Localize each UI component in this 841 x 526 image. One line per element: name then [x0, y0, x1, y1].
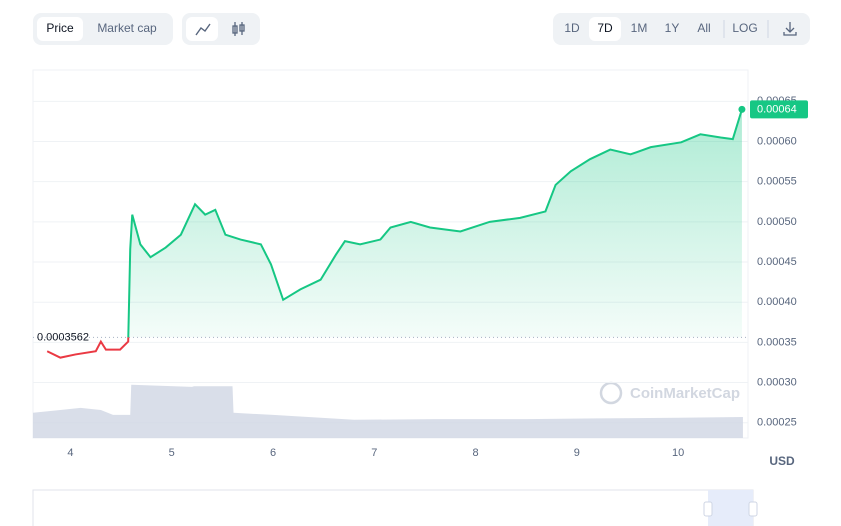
y-tick-label: 0.00040 [757, 296, 797, 308]
mode-toggle: Price Market cap [33, 13, 173, 45]
y-tick-label: 0.00030 [757, 376, 797, 388]
download-icon[interactable] [783, 22, 797, 36]
range-button[interactable]: All [697, 21, 710, 35]
range-button[interactable]: 1M [631, 21, 648, 35]
selected-button[interactable] [589, 17, 621, 41]
currency-label: USD [769, 454, 795, 468]
line-icon [195, 23, 211, 36]
range-button[interactable]: 1D [564, 21, 580, 35]
current-price-badge [750, 100, 808, 119]
x-tick-label: 7 [371, 447, 377, 459]
log-button[interactable]: LOG [732, 21, 757, 35]
range-button[interactable]: 1Y [665, 21, 680, 35]
navigator[interactable] [32, 489, 758, 526]
candle-icon[interactable] [232, 22, 245, 36]
x-tick-label: 9 [574, 447, 580, 459]
price-area [128, 109, 742, 338]
reference-label: 0.0003562 [37, 331, 89, 343]
range-button[interactable]: 7D [597, 21, 613, 35]
price-button[interactable]: Price [46, 21, 74, 35]
volume-area [33, 384, 743, 438]
y-tick-label: 0.00035 [757, 336, 797, 348]
watermark: CoinMarketCap [599, 381, 740, 405]
price-line-above [127, 109, 743, 338]
y-tick-label: 0.00045 [757, 256, 797, 268]
y-tick-label: 0.00050 [757, 216, 797, 228]
svg-text:CoinMarketCap: CoinMarketCap [630, 385, 740, 402]
x-tick-label: 10 [672, 447, 684, 459]
selected-button[interactable] [37, 17, 83, 41]
last-point [738, 105, 746, 113]
y-tick-label: 0.00060 [757, 135, 797, 147]
y-tick-label: 0.00055 [757, 176, 797, 188]
x-tick-label: 4 [67, 447, 73, 459]
x-tick-label: 8 [473, 447, 479, 459]
chart-style-toggle [182, 13, 260, 45]
range-toggle: LOG [553, 13, 810, 45]
x-tick-label: 5 [169, 447, 175, 459]
x-tick-label: 6 [270, 447, 276, 459]
y-tick-label: 0.00025 [757, 417, 797, 429]
market-cap-button[interactable]: Market cap [97, 21, 157, 35]
current-price-label: 0.00064 [757, 103, 797, 115]
